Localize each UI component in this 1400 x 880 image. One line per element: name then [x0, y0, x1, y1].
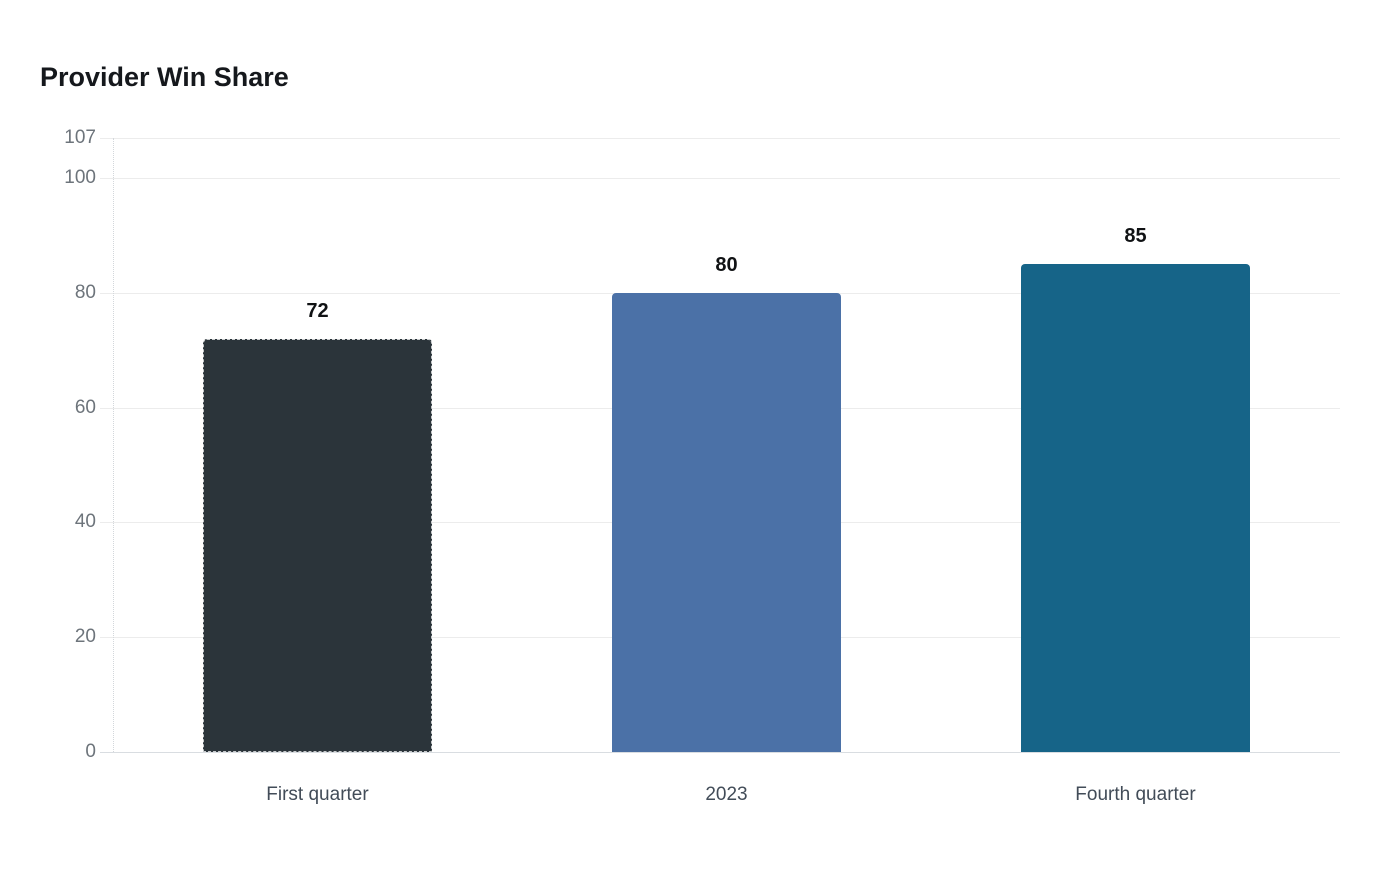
y-tick-label: 20	[74, 626, 96, 648]
bar-value-label: 85	[1124, 225, 1147, 248]
y-tick-label: 0	[85, 741, 96, 762]
y-axis-line	[113, 138, 114, 752]
gridline	[100, 178, 1340, 180]
bar-3	[1021, 264, 1250, 752]
bar-value-label: 72	[306, 299, 329, 322]
bar-2	[612, 292, 841, 752]
y-tick-label: 40	[74, 511, 96, 533]
bar-1	[203, 338, 432, 752]
bar-value-label: 80	[715, 253, 738, 276]
x-axis-label: 2023	[705, 784, 748, 805]
gridline	[100, 138, 1340, 139]
y-tick-label: 107	[64, 127, 96, 148]
gridline	[100, 752, 1340, 753]
y-tick-label: 80	[74, 281, 96, 303]
chart-title: Provider Win Share	[40, 62, 289, 92]
y-tick-label: 100	[64, 167, 96, 189]
y-tick-label: 60	[74, 396, 96, 418]
x-axis-label: First quarter	[266, 784, 369, 805]
x-axis-label: Fourth quarter	[1075, 784, 1196, 805]
